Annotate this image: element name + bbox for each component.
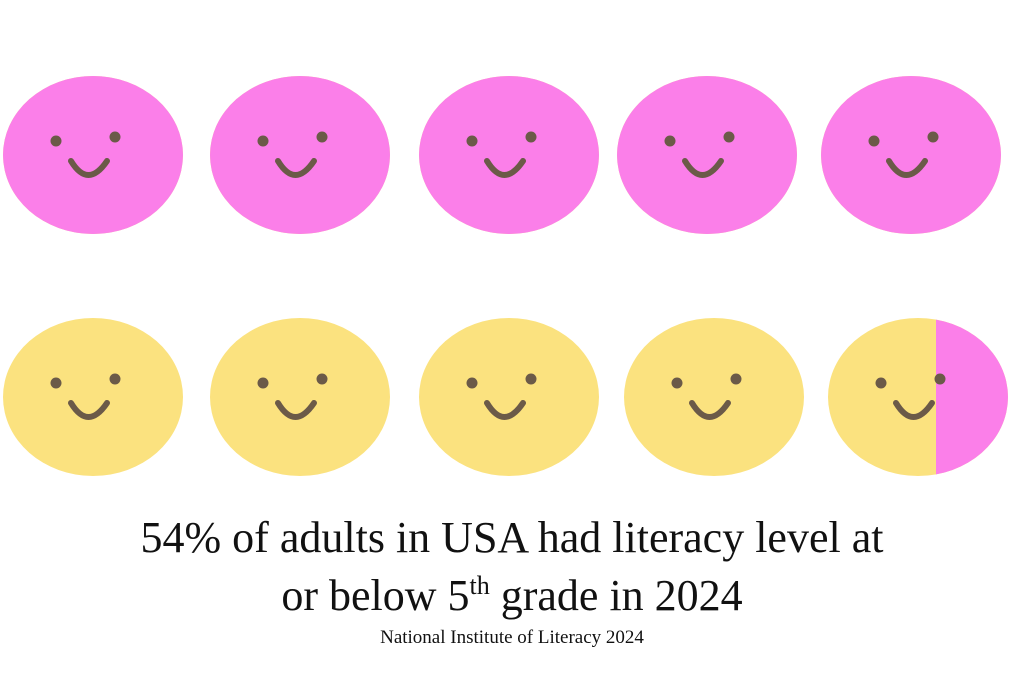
eye xyxy=(466,135,478,147)
title-text: grade in 2024 xyxy=(490,571,743,620)
eye xyxy=(875,377,887,389)
smile xyxy=(682,158,724,178)
eye xyxy=(664,135,676,147)
title-superscript: th xyxy=(470,571,490,600)
eye xyxy=(109,373,121,385)
eye xyxy=(316,373,328,385)
icon-base xyxy=(210,318,390,476)
smile xyxy=(886,158,928,178)
smile xyxy=(484,158,526,178)
eye xyxy=(257,135,269,147)
title-text: or below 5 xyxy=(281,571,469,620)
smile xyxy=(484,400,526,420)
title-line-2: or below 5th grade in 2024 xyxy=(281,571,742,620)
eye xyxy=(927,131,939,143)
icon-fill xyxy=(821,76,1001,234)
source: National Institute of Literacy 2024 xyxy=(380,627,644,648)
eye xyxy=(525,131,537,143)
smile xyxy=(275,158,317,178)
icon-fill xyxy=(210,76,390,234)
eye xyxy=(525,373,537,385)
icon-grid xyxy=(3,76,1008,476)
eye xyxy=(723,131,735,143)
icon-base xyxy=(624,318,804,476)
smile xyxy=(689,400,731,420)
eye xyxy=(730,373,742,385)
smile xyxy=(68,400,110,420)
eye xyxy=(466,377,478,389)
icon-base xyxy=(3,318,183,476)
eye xyxy=(934,373,946,385)
eye xyxy=(316,131,328,143)
title-line-1: 54% of adults in USA had literacy level … xyxy=(141,513,884,562)
icon-fill xyxy=(3,76,183,234)
icon-base xyxy=(419,318,599,476)
eye xyxy=(671,377,683,389)
eye xyxy=(50,135,62,147)
icon-fill xyxy=(936,319,1008,475)
eye xyxy=(257,377,269,389)
smile xyxy=(68,158,110,178)
smile xyxy=(893,400,935,420)
icon-fill xyxy=(419,76,599,234)
smile xyxy=(275,400,317,420)
eye xyxy=(50,377,62,389)
eye xyxy=(868,135,880,147)
icon-fill xyxy=(617,76,797,234)
eye xyxy=(109,131,121,143)
